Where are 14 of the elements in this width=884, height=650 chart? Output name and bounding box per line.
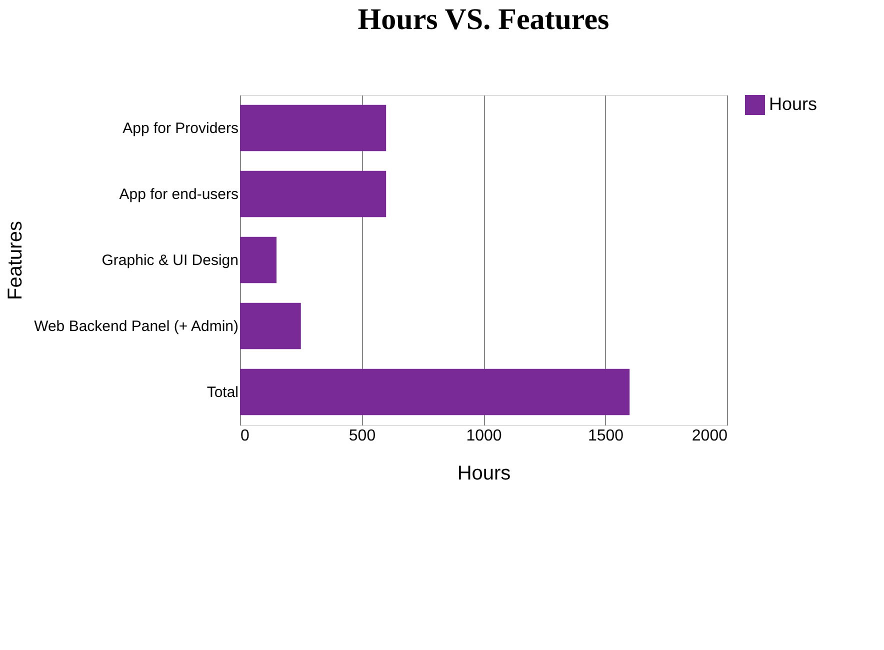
y-tick-label: Web Backend Panel (+ Admin) bbox=[34, 318, 238, 335]
x-tick-label: 0 bbox=[240, 428, 250, 444]
chart-title: Hours VS. Features bbox=[358, 3, 610, 36]
x-tick-label: 1000 bbox=[466, 428, 502, 444]
x-tick-label: 500 bbox=[348, 428, 376, 444]
x-tick-label: 1500 bbox=[588, 428, 624, 444]
y-tick-label: App for Providers bbox=[122, 120, 238, 137]
y-tick-label: App for end-users bbox=[119, 186, 238, 203]
legend-label: Hours bbox=[769, 94, 818, 114]
y-axis-title: Features bbox=[4, 221, 26, 300]
x-tick-label: 2000 bbox=[692, 428, 728, 444]
y-tick-label: Graphic & UI Design bbox=[102, 252, 238, 269]
y-tick-label: Total bbox=[206, 384, 238, 401]
x-axis-title: Hours bbox=[457, 462, 511, 484]
